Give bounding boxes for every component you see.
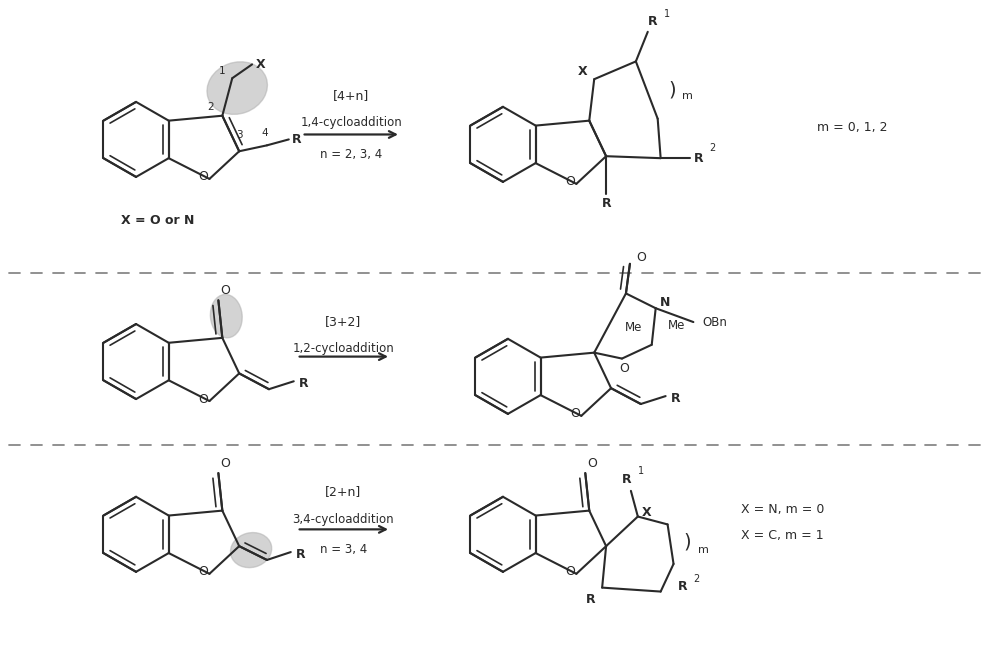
- Text: 1: 1: [664, 9, 670, 19]
- Ellipse shape: [207, 62, 267, 114]
- Text: 4: 4: [262, 128, 268, 138]
- Text: m = 0, 1, 2: m = 0, 1, 2: [817, 121, 887, 134]
- Text: OBn: OBn: [703, 316, 728, 329]
- Text: 1,2-cycloaddition: 1,2-cycloaddition: [292, 342, 394, 355]
- Text: O: O: [199, 393, 208, 406]
- Text: O: O: [587, 456, 597, 469]
- Text: X: X: [642, 506, 652, 519]
- Text: [3+2]: [3+2]: [325, 314, 361, 327]
- Text: R: R: [299, 377, 308, 390]
- Text: 1: 1: [638, 466, 644, 476]
- Text: O: O: [199, 565, 208, 578]
- Text: O: O: [199, 170, 208, 183]
- Text: 3: 3: [236, 130, 243, 140]
- Ellipse shape: [230, 533, 272, 568]
- Text: X = C, m = 1: X = C, m = 1: [741, 529, 824, 542]
- Text: R: R: [622, 473, 632, 486]
- Text: [2+n]: [2+n]: [325, 485, 361, 498]
- Text: O: O: [619, 362, 629, 375]
- Text: X = O or N: X = O or N: [121, 214, 195, 227]
- Text: R: R: [602, 197, 612, 210]
- Text: ): ): [669, 81, 676, 100]
- Text: ): ): [684, 533, 691, 552]
- Text: R: R: [296, 548, 305, 561]
- Text: R: R: [678, 580, 687, 593]
- Text: n = 3, 4: n = 3, 4: [320, 542, 367, 556]
- Text: R: R: [671, 392, 680, 405]
- Text: R: R: [585, 593, 595, 606]
- Text: 2: 2: [207, 102, 214, 112]
- Text: R: R: [648, 16, 658, 29]
- Text: [4+n]: [4+n]: [333, 89, 369, 102]
- Text: O: O: [636, 252, 646, 264]
- Text: 1,4-cycloaddition: 1,4-cycloaddition: [300, 116, 402, 129]
- Text: 2: 2: [709, 143, 715, 153]
- Text: N: N: [659, 296, 670, 309]
- Text: 1: 1: [219, 67, 226, 76]
- Text: O: O: [565, 565, 575, 578]
- Text: O: O: [570, 408, 580, 421]
- Text: m: m: [698, 545, 709, 555]
- Text: X: X: [577, 65, 587, 78]
- Ellipse shape: [210, 295, 242, 338]
- Text: X = N, m = 0: X = N, m = 0: [741, 503, 824, 516]
- Text: R: R: [292, 133, 302, 146]
- Text: Me: Me: [668, 319, 685, 331]
- Text: 3,4-cycloaddition: 3,4-cycloaddition: [293, 513, 394, 526]
- Text: Me: Me: [625, 321, 643, 334]
- Text: O: O: [565, 175, 575, 188]
- Text: O: O: [220, 284, 230, 297]
- Text: O: O: [220, 456, 230, 469]
- Text: 2: 2: [693, 574, 699, 584]
- Text: X: X: [256, 58, 266, 71]
- Text: n = 2, 3, 4: n = 2, 3, 4: [320, 148, 382, 161]
- Text: R: R: [694, 152, 703, 165]
- Text: m: m: [682, 91, 693, 101]
